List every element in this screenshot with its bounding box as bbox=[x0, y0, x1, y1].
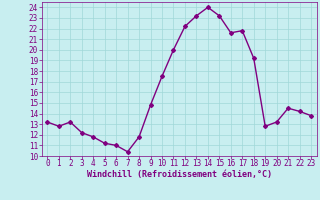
X-axis label: Windchill (Refroidissement éolien,°C): Windchill (Refroidissement éolien,°C) bbox=[87, 170, 272, 179]
